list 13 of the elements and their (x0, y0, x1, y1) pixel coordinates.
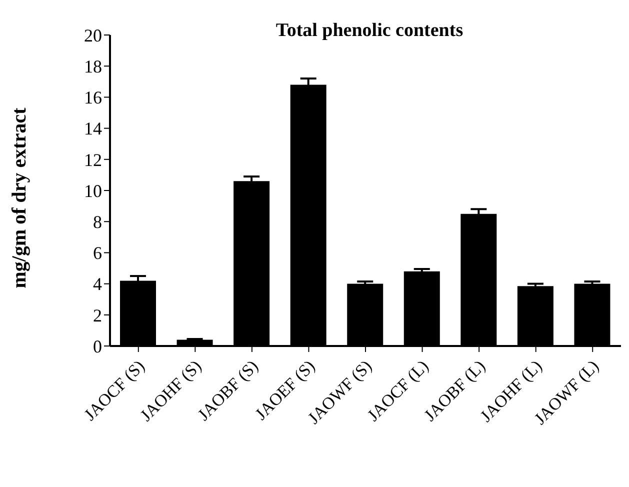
y-tick-label: 16 (84, 88, 102, 108)
y-tick-label: 4 (93, 274, 102, 294)
y-tick-label: 0 (93, 336, 102, 356)
y-tick-label: 8 (93, 212, 102, 232)
chart-title: Total phenolic contents (274, 20, 464, 42)
y-tick-label: 2 (93, 305, 102, 326)
y-axis-title: mg/gm of dry extract (8, 108, 32, 288)
y-tick-label: 18 (84, 56, 102, 76)
y-tick-label: 14 (84, 118, 102, 139)
y-tick-label: 12 (84, 150, 102, 170)
y-tick-label: 6 (93, 243, 102, 264)
y-tick-label: 20 (84, 25, 102, 46)
y-tick-label: 10 (84, 180, 102, 201)
